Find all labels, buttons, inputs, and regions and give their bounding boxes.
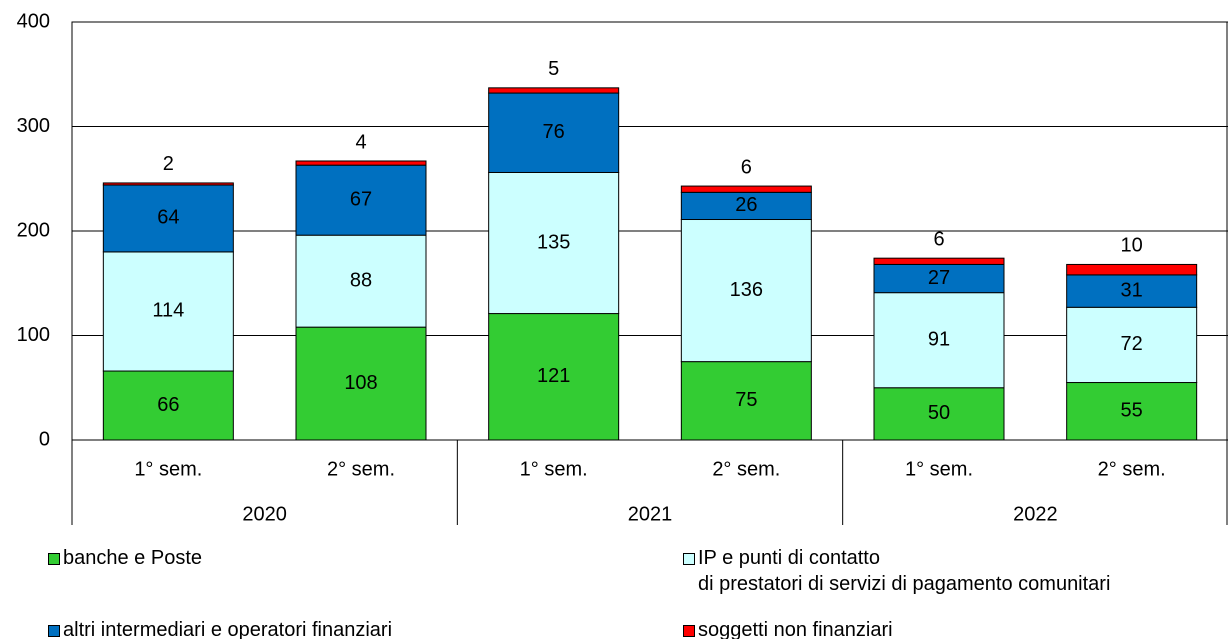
data-label: 135	[537, 231, 570, 253]
data-label: 6	[741, 156, 752, 178]
bar-segment	[1066, 382, 1198, 441]
legend-label: altri intermediari e operatori finanziar…	[63, 619, 393, 639]
y-tick-label: 400	[17, 10, 50, 32]
data-label: 76	[543, 121, 565, 143]
data-label: 4	[355, 131, 366, 153]
data-label: 72	[1121, 333, 1143, 355]
bar-segment	[873, 387, 1005, 441]
bar-segment	[1066, 263, 1198, 276]
x-tick-label: 1° sem.	[520, 458, 588, 480]
bar-segment	[102, 184, 234, 253]
legend-swatch	[48, 553, 60, 565]
data-label: 136	[730, 279, 763, 301]
data-label: 27	[928, 267, 950, 289]
legend-swatch	[683, 625, 695, 637]
legend-label: IP e punti di contatto di prestatori di …	[698, 547, 1111, 595]
bar-segment	[873, 263, 1005, 294]
legend-label: soggetti non finanziari	[698, 619, 893, 639]
data-label: 64	[157, 207, 179, 229]
data-label: 108	[344, 372, 377, 394]
group-label: 2022	[1013, 503, 1058, 525]
bar-segment	[873, 292, 1005, 389]
data-label: 66	[157, 394, 179, 416]
bar-segment	[680, 219, 812, 363]
data-label: 2	[163, 153, 174, 175]
data-label: 75	[735, 389, 757, 411]
bar-segment	[1066, 306, 1198, 384]
bar-segment	[680, 361, 812, 441]
plot-border	[71, 21, 1228, 441]
bar-segment	[1066, 274, 1198, 308]
legend-swatch	[48, 625, 60, 637]
bar-segment	[873, 257, 1005, 265]
data-label: 114	[152, 300, 184, 322]
bar-segment	[102, 251, 234, 372]
data-label: 55	[1121, 400, 1143, 422]
y-tick-label: 200	[17, 219, 50, 241]
data-label: 67	[350, 188, 372, 210]
bar-segment	[488, 87, 620, 94]
x-tick-label: 2° sem.	[327, 458, 395, 480]
bar-segment	[680, 185, 812, 193]
data-label: 6	[933, 228, 944, 250]
y-tick-label: 0	[39, 428, 50, 450]
bar-segment	[295, 164, 427, 236]
bar-segment	[295, 160, 427, 166]
legend-item: altri intermediari e operatori finanziar…	[48, 617, 392, 639]
x-tick-label: 1° sem.	[134, 458, 202, 480]
y-tick-label: 100	[17, 324, 50, 346]
x-tick-label: 2° sem.	[1098, 458, 1166, 480]
legend-label: banche e Poste	[63, 547, 202, 569]
legend-item: IP e punti di contatto di prestatori di …	[683, 545, 1110, 597]
bar-segment	[295, 234, 427, 328]
x-tick-label: 2° sem.	[712, 458, 780, 480]
bar-segment	[102, 182, 234, 186]
bar-segment	[488, 313, 620, 441]
y-tick-label: 300	[17, 115, 50, 137]
bar-segment	[680, 191, 812, 221]
legend-swatch	[683, 553, 695, 565]
data-label: 88	[350, 269, 372, 291]
x-tick-label: 1° sem.	[905, 458, 973, 480]
bar-segment	[488, 171, 620, 315]
legend-item: soggetti non finanziari	[683, 617, 893, 639]
data-label: 5	[548, 58, 559, 80]
data-label: 10	[1121, 235, 1143, 257]
bar-segment	[295, 326, 427, 441]
group-label: 2021	[628, 503, 673, 525]
group-label: 2020	[242, 503, 287, 525]
data-label: 50	[928, 402, 950, 424]
data-label: 121	[537, 365, 570, 387]
data-label: 26	[735, 194, 757, 216]
data-label: 91	[928, 328, 950, 350]
legend-item: banche e Poste	[48, 545, 202, 571]
data-label: 31	[1121, 279, 1143, 301]
